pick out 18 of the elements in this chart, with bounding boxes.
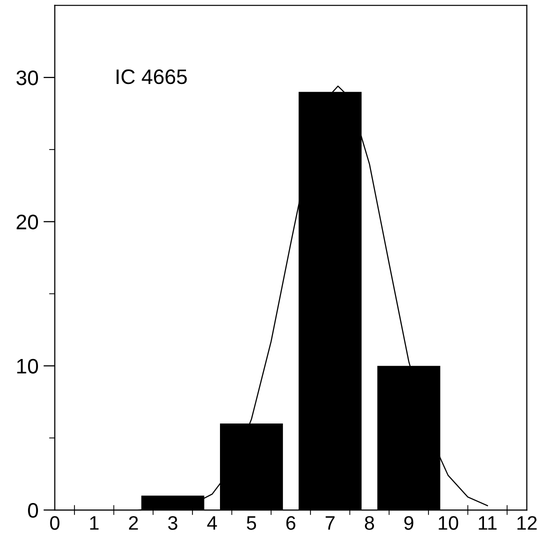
x-tick-label: 12 xyxy=(517,516,537,530)
x-tick-label: 7 xyxy=(326,516,335,530)
x-tick-label: 5 xyxy=(246,516,256,530)
x-tick-label: 10 xyxy=(438,516,458,530)
y-tick-label: 10 xyxy=(17,358,38,374)
annotation: IC 4665 xyxy=(116,69,187,84)
x-tick-label: 8 xyxy=(364,516,374,530)
x-tick-label: 9 xyxy=(404,516,414,530)
x-tick-label: 6 xyxy=(286,516,296,530)
x-tick-label: 1 xyxy=(90,516,99,530)
x-tick-label: 3 xyxy=(168,516,178,530)
y-tick-label: 30 xyxy=(16,70,38,86)
x-tick-label: 2 xyxy=(129,516,138,530)
x-tick-label: 0 xyxy=(50,516,60,530)
x-tick-label: 11 xyxy=(478,516,497,530)
y-tick-label: 0 xyxy=(28,503,38,518)
y-tick-label: 20 xyxy=(16,214,38,230)
x-tick-label: 4 xyxy=(207,516,217,530)
